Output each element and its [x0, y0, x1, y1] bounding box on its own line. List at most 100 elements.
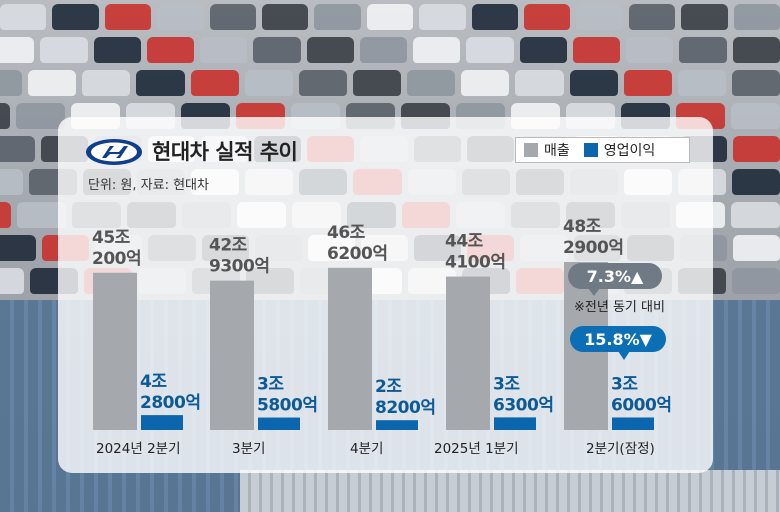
parked-car	[244, 70, 293, 96]
parked-car	[209, 4, 257, 30]
category-label: 2분기(잠정)	[586, 441, 655, 457]
parked-car	[0, 235, 37, 261]
sales-value-label: 200억	[92, 249, 141, 269]
op-yoy-badge-pointer	[618, 351, 630, 360]
parked-car	[253, 37, 301, 63]
parked-car	[0, 202, 11, 228]
parked-car	[0, 4, 47, 30]
sales-bar	[328, 267, 372, 430]
operating-profit-value-label: 6300억	[493, 395, 553, 415]
sales-value-label: 42조	[209, 236, 248, 256]
car-row	[0, 33, 780, 67]
parked-car	[306, 37, 354, 63]
parked-car	[731, 202, 780, 228]
warehouse-roof-front	[240, 470, 780, 512]
parked-car	[40, 37, 88, 63]
legend-swatch-sales	[524, 143, 538, 157]
parked-car	[352, 70, 402, 96]
car-row	[0, 0, 780, 34]
parked-car	[0, 136, 36, 162]
parked-car	[314, 4, 361, 30]
parked-car	[524, 4, 571, 30]
parked-car	[679, 37, 727, 63]
operating-profit-bar	[494, 417, 536, 430]
legend-label-operating-profit: 영업이익	[603, 143, 656, 159]
sales-bar	[446, 276, 490, 430]
chart-legend: 매출 영업이익	[515, 137, 690, 163]
parked-car	[16, 202, 66, 228]
parked-car	[519, 37, 567, 63]
op-yoy-badge: 15.8%▼	[570, 326, 666, 352]
parked-car	[461, 70, 510, 96]
parked-car	[576, 4, 623, 30]
parked-car	[366, 4, 414, 30]
operating-profit-value-label: 2조	[375, 377, 402, 397]
legend-label-sales: 매출	[544, 143, 570, 159]
parked-car	[157, 4, 204, 30]
parked-car	[359, 37, 408, 63]
parked-car	[0, 103, 10, 129]
operating-profit-bar	[258, 417, 300, 430]
parked-car	[0, 70, 23, 96]
sales-yoy-badge-pointer	[588, 288, 600, 296]
operating-profit-value-label: 4조	[140, 372, 167, 392]
parked-car	[733, 4, 780, 30]
chart-title: 현대차 실적 추이	[152, 140, 298, 164]
legend-swatch-operating-profit	[583, 143, 598, 157]
parked-car	[623, 70, 672, 96]
yoy-note: ※전년 동기 대비	[574, 300, 665, 315]
operating-profit-bar	[376, 420, 418, 430]
parked-car	[28, 70, 77, 96]
parked-car	[628, 4, 676, 30]
category-label: 2025년 1분기	[434, 441, 519, 457]
parked-car	[0, 37, 35, 63]
parked-car	[146, 37, 195, 63]
parked-car	[466, 37, 514, 63]
parked-car	[93, 37, 141, 63]
category-label: 4분기	[350, 441, 383, 457]
operating-profit-bar	[612, 417, 654, 430]
parked-car	[732, 268, 780, 294]
parked-car	[0, 268, 24, 294]
category-label: 2024년 2분기	[96, 441, 181, 457]
parked-car	[262, 4, 309, 30]
parked-car	[731, 70, 780, 96]
parked-car	[732, 37, 780, 63]
sales-value-label: 2900억	[563, 238, 623, 258]
legend-item-operating-profit: 영업이익	[583, 140, 656, 160]
parked-car	[419, 4, 466, 30]
parked-car	[677, 70, 726, 96]
parked-car	[626, 37, 674, 63]
parked-car	[0, 169, 24, 195]
hyundai-logo-icon	[86, 139, 142, 165]
operating-profit-value-label: 5800억	[257, 396, 317, 416]
category-label: 3분기	[232, 441, 265, 457]
parked-car	[52, 4, 99, 30]
parked-car	[190, 70, 239, 96]
sales-bar	[210, 280, 254, 430]
sales-value-label: 6200억	[327, 244, 387, 264]
operating-profit-value-label: 2800억	[140, 393, 200, 413]
parked-car	[732, 235, 780, 261]
sales-value-label: 46조	[327, 223, 366, 243]
parked-car	[82, 70, 131, 96]
operating-profit-value-label: 6000억	[611, 395, 671, 415]
parked-car	[136, 70, 185, 96]
sales-value-label: 45조	[92, 228, 131, 248]
parked-car	[407, 70, 456, 96]
parked-car	[731, 103, 780, 129]
sales-value-label: 44조	[445, 232, 484, 252]
parked-car	[298, 70, 347, 96]
operating-profit-value-label: 3조	[257, 375, 284, 395]
unit-source-label: 단위: 원, 자료: 현대차	[88, 178, 209, 193]
sales-value-label: 9300억	[209, 257, 269, 277]
parked-car	[413, 37, 461, 63]
sales-value-label: 4100억	[445, 253, 505, 273]
parked-car	[200, 37, 248, 63]
operating-profit-value-label: 3조	[493, 374, 520, 394]
sales-bar	[93, 272, 137, 430]
parked-car	[471, 4, 519, 30]
parked-car	[16, 103, 65, 129]
parked-car	[569, 70, 618, 96]
